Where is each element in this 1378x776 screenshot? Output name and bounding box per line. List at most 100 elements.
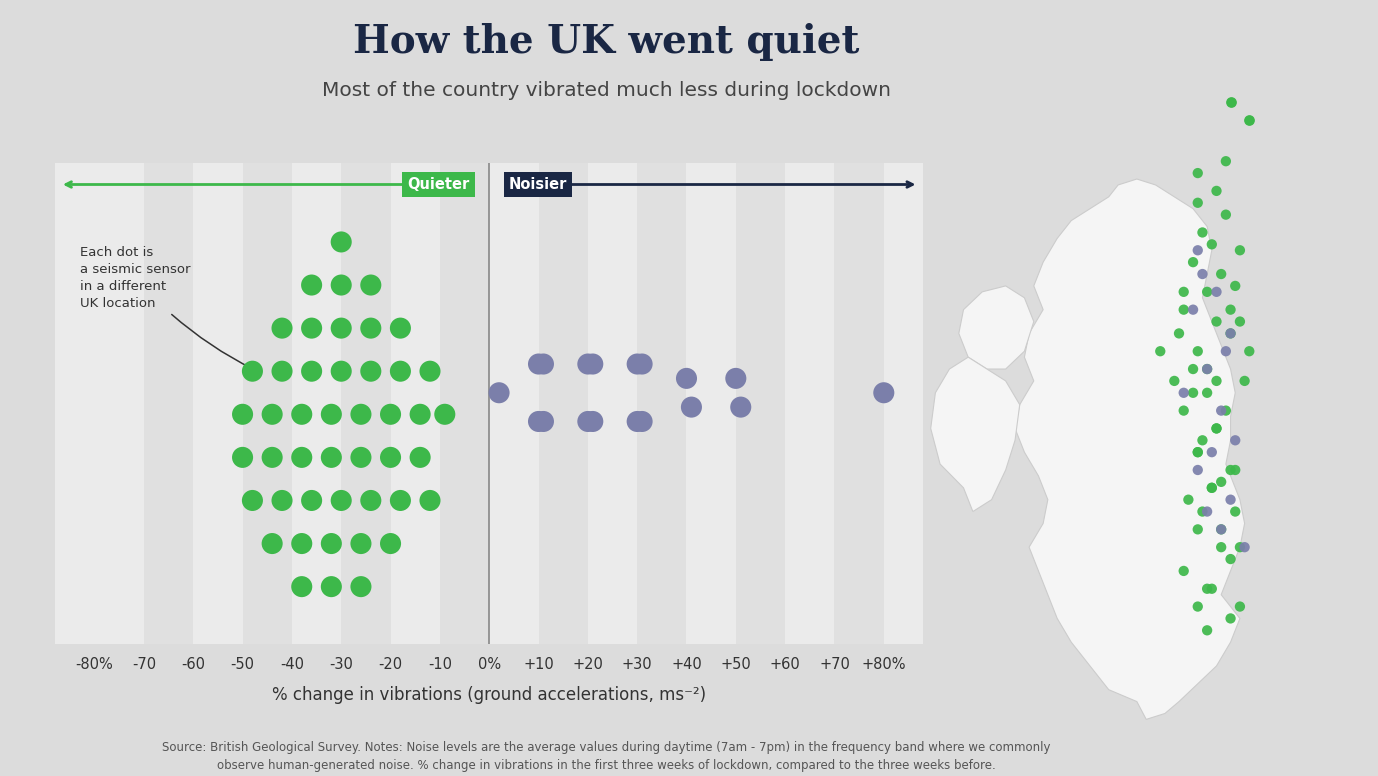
Point [1169, 327, 1191, 340]
Point [1173, 565, 1195, 577]
Point [379, 537, 401, 549]
Point [582, 358, 604, 370]
Point [1239, 113, 1261, 126]
Bar [243, 163, 292, 644]
Point [626, 415, 648, 428]
Point [331, 279, 353, 291]
Bar [539, 163, 588, 644]
Point [360, 365, 382, 377]
Point [1206, 422, 1228, 435]
Point [241, 494, 263, 507]
Point [1220, 327, 1242, 340]
Point [1186, 167, 1209, 179]
Bar [588, 163, 637, 644]
Point [1149, 345, 1171, 358]
Point [577, 358, 599, 370]
Point [1215, 155, 1237, 168]
Point [1173, 386, 1195, 399]
Point [1224, 434, 1246, 446]
Point [271, 322, 294, 334]
Point [409, 408, 431, 421]
Bar [440, 163, 489, 644]
Point [360, 494, 382, 507]
Point [360, 279, 382, 291]
Point [262, 451, 284, 463]
Point [331, 365, 353, 377]
Point [1173, 303, 1195, 316]
Point [1224, 464, 1246, 476]
Point [626, 358, 648, 370]
Point [1200, 482, 1222, 494]
Point [1239, 345, 1261, 358]
Polygon shape [930, 357, 1020, 511]
Point [1200, 583, 1222, 595]
Point [872, 386, 894, 399]
Bar [835, 163, 883, 644]
Point [1210, 523, 1232, 535]
Bar [193, 163, 243, 644]
Point [350, 537, 372, 549]
Point [409, 451, 431, 463]
Point [1196, 286, 1218, 298]
Point [1220, 303, 1242, 316]
Point [1186, 244, 1209, 257]
Point [1220, 553, 1242, 565]
Bar [95, 163, 143, 644]
Point [577, 415, 599, 428]
Bar [785, 163, 835, 644]
Point [331, 494, 353, 507]
Point [1186, 196, 1209, 209]
Point [360, 322, 382, 334]
Point [1229, 601, 1251, 613]
Point [582, 415, 604, 428]
Point [528, 415, 550, 428]
Point [300, 322, 322, 334]
Point [1186, 523, 1209, 535]
Point [1210, 404, 1232, 417]
Point [1215, 404, 1237, 417]
Point [419, 365, 441, 377]
Point [291, 451, 313, 463]
Point [1196, 386, 1218, 399]
Point [300, 279, 322, 291]
Point [1186, 446, 1209, 459]
Bar [143, 163, 193, 644]
Bar [489, 163, 539, 644]
Point [488, 386, 510, 399]
Point [1177, 494, 1199, 506]
Point [232, 408, 254, 421]
Point [1186, 601, 1209, 613]
Point [725, 372, 747, 385]
Bar [390, 163, 440, 644]
Bar [637, 163, 686, 644]
Point [1206, 375, 1228, 387]
Text: Quieter: Quieter [408, 177, 470, 192]
Point [675, 372, 697, 385]
Point [350, 580, 372, 593]
Point [379, 451, 401, 463]
Point [1224, 505, 1246, 518]
Point [291, 408, 313, 421]
Point [1196, 363, 1218, 376]
Point [1210, 523, 1232, 535]
Point [1173, 286, 1195, 298]
Point [1163, 375, 1185, 387]
Point [271, 365, 294, 377]
Point [262, 408, 284, 421]
Point [320, 580, 342, 593]
Point [1215, 209, 1237, 221]
Text: Each dot is
a seismic sensor
in a different
UK location: Each dot is a seismic sensor in a differ… [80, 246, 254, 369]
Point [379, 408, 401, 421]
Point [1196, 505, 1218, 518]
Point [1220, 464, 1242, 476]
Point [1206, 286, 1228, 298]
Point [1229, 541, 1251, 553]
Point [1220, 494, 1242, 506]
Point [532, 358, 554, 370]
Point [631, 415, 653, 428]
Point [320, 408, 342, 421]
Polygon shape [1016, 179, 1244, 719]
Point [1233, 375, 1255, 387]
Text: Most of the country vibrated much less during lockdown: Most of the country vibrated much less d… [322, 81, 890, 100]
Point [1182, 363, 1204, 376]
